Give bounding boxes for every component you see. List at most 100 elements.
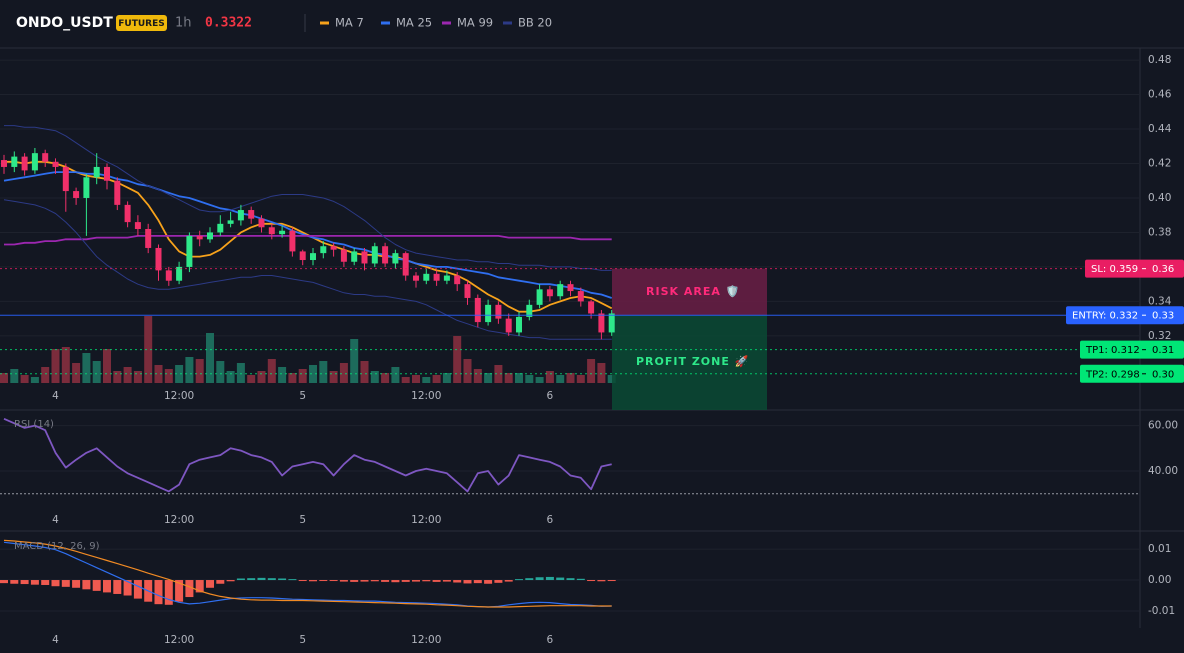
histogram-bar	[216, 580, 225, 584]
x-tick-label: 4	[52, 634, 59, 646]
histogram-bar	[113, 580, 122, 594]
x-tick-label: 5	[299, 634, 306, 646]
zone	[612, 268, 767, 316]
candle-body	[83, 177, 90, 198]
volume-bar	[216, 361, 225, 383]
legend-label: MA 99	[457, 16, 493, 30]
y-tick-label: 0.40	[1148, 192, 1171, 204]
candle-body	[443, 275, 450, 281]
histogram-bar	[484, 580, 493, 584]
candle-body	[371, 246, 378, 264]
volume-bar	[0, 373, 8, 383]
histogram-bar	[370, 580, 379, 582]
x-tick-label: 5	[299, 514, 306, 526]
histogram-bar	[175, 580, 184, 602]
badge-bg	[116, 15, 167, 31]
macd-line	[3, 541, 612, 608]
candle-body	[608, 313, 615, 333]
histogram-bar	[412, 580, 420, 582]
y-tick-label: 0.34	[1148, 295, 1172, 307]
candle-body	[217, 223, 224, 233]
candle-body	[485, 304, 492, 323]
zone	[612, 315, 767, 410]
volume-bar	[607, 375, 616, 383]
candle-body	[31, 153, 38, 171]
candle-body	[474, 297, 481, 323]
candle-body	[402, 253, 409, 276]
histogram-bar	[319, 580, 328, 582]
candle-body	[289, 230, 296, 252]
rsi-line	[3, 417, 612, 493]
volume-bar	[535, 377, 544, 383]
histogram-bar	[339, 580, 348, 582]
histogram-bar	[545, 576, 554, 581]
histogram-bar	[41, 580, 50, 585]
histogram-bar	[525, 578, 534, 581]
x-tick-label: 12:00	[164, 390, 194, 402]
x-tick-label: 12:00	[164, 514, 194, 526]
candle-body	[588, 301, 595, 314]
histogram-bar	[164, 580, 173, 605]
histogram-bar	[329, 580, 338, 582]
y-tick-label: 0.46	[1148, 89, 1172, 101]
legend-label: MA 7	[335, 16, 364, 30]
volume-bar	[391, 367, 400, 383]
volume-bar	[576, 375, 585, 383]
volume-bar	[72, 363, 81, 383]
level-price: 0.36	[1152, 264, 1174, 275]
histogram-bar	[515, 579, 523, 581]
volume-bar	[278, 367, 287, 383]
volume-bar	[319, 361, 328, 383]
y-tick-label: 0.48	[1148, 54, 1171, 66]
volume-bar	[41, 367, 50, 383]
candle-body	[546, 289, 553, 297]
level-price: 0.33	[1152, 311, 1174, 322]
candle-body	[279, 230, 286, 235]
histogram-bar	[566, 578, 575, 581]
volume-bar	[51, 349, 60, 383]
volume-bar	[103, 349, 111, 383]
volume-bar	[339, 363, 348, 383]
histogram-bar	[247, 578, 256, 581]
candle-body	[176, 266, 183, 281]
histogram-bar	[185, 580, 194, 598]
level-label: TP1: 0.312	[1085, 345, 1140, 356]
volume-bar	[123, 367, 132, 383]
candle-body	[577, 291, 584, 302]
legend-label: MA 25	[396, 16, 432, 30]
candle-body	[124, 204, 131, 223]
volume-bar	[236, 363, 245, 383]
x-tick-label: 6	[547, 514, 554, 526]
histogram-bar	[463, 580, 472, 584]
histogram-bar	[278, 578, 287, 581]
candle-body	[464, 284, 471, 298]
candle-body	[114, 180, 121, 205]
histogram-bar	[360, 580, 369, 582]
candle-body	[21, 156, 28, 171]
histogram-bar	[401, 580, 410, 582]
histogram-bar	[82, 580, 91, 590]
candle-body	[165, 270, 172, 281]
histogram-bar	[504, 580, 513, 582]
y-tick-label: -0.01	[1148, 605, 1175, 617]
candle-body	[11, 156, 18, 167]
panel-label: MACD (12, 26, 9)	[14, 541, 100, 552]
histogram-bar	[391, 580, 400, 583]
volume-bar	[298, 369, 307, 383]
histogram-bar	[92, 580, 101, 591]
level-tag	[1085, 259, 1184, 278]
histogram-bar	[236, 578, 245, 581]
volume-bar	[226, 371, 235, 383]
volume-bar	[504, 373, 513, 383]
candle-body	[413, 275, 419, 281]
zone-label: PROFIT ZONE 🚀	[636, 355, 749, 368]
histogram-bar	[473, 580, 482, 584]
volume-bar	[133, 371, 142, 383]
candle-body	[258, 218, 265, 228]
histogram-bar	[226, 580, 235, 582]
candle-body	[227, 220, 234, 224]
volume-bar	[597, 363, 606, 383]
volume-bar	[144, 316, 153, 383]
indicator-line	[3, 199, 612, 340]
candle-body	[248, 210, 255, 219]
